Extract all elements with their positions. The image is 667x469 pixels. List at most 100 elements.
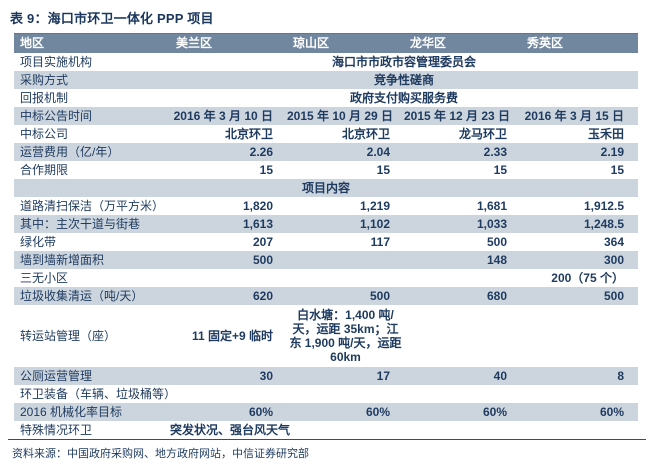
row-label: 运营费用（亿/年） bbox=[20, 145, 120, 159]
cell-value bbox=[170, 269, 287, 287]
table-row: 绿化带 207 117 500 364 bbox=[14, 233, 638, 251]
ppp-project-table: 地区 美兰区 琼山区 龙华区 秀英区 项目实施机构 海口市市政市容管理委员会 采… bbox=[14, 33, 638, 439]
cell-value: 500 bbox=[369, 289, 390, 303]
cell-value: 500 bbox=[252, 253, 273, 267]
column-header-qiongshan: 琼山区 bbox=[287, 33, 404, 53]
cell-value: 60% bbox=[482, 405, 507, 419]
merged-cell-value: 竞争性磋商 bbox=[373, 73, 434, 87]
table-row: 转运站管理（座） 11 固定+9 临时 白水塘：1,400 吨/天，运距 35k… bbox=[14, 305, 638, 367]
cell-value: 8 bbox=[617, 369, 624, 383]
cell-value bbox=[287, 251, 404, 269]
cell-value: 1,820 bbox=[242, 199, 273, 213]
row-label: 墙到墙新增面积 bbox=[20, 253, 105, 267]
cell-value bbox=[404, 269, 521, 287]
cell-value: 2.26 bbox=[249, 145, 273, 159]
cell-value: 2016 年 3 月 15 日 bbox=[524, 109, 624, 123]
cell-value: 2.04 bbox=[366, 145, 390, 159]
row-label: 特殊情况环卫 bbox=[20, 423, 93, 437]
row-label: 环卫装备（车辆、垃圾桶等） bbox=[20, 387, 177, 401]
merged-cell-value: 政府支付购买服务费 bbox=[349, 91, 458, 105]
cell-value bbox=[521, 305, 638, 367]
table-title: 表 9：海口市环卫一体化 PPP 项目 bbox=[10, 11, 214, 26]
row-label: 中标公告时间 bbox=[20, 109, 93, 123]
cell-value-multiline: 白水塘：1,400 吨/天，运距 35km；江东 1,900 吨/天，运距 60… bbox=[289, 308, 402, 364]
cell-value: 40 bbox=[493, 369, 507, 383]
row-label: 三无小区 bbox=[20, 271, 69, 285]
source-note: 资料来源：中国政府采购网、地方政府网站，中信证券研究部 bbox=[8, 439, 646, 461]
table-row: 2016 机械化率目标 60% 60% 60% 60% bbox=[14, 403, 638, 421]
table-row: 特殊情况环卫 突发状况、强台风天气 bbox=[14, 421, 638, 439]
table-header-row: 地区 美兰区 琼山区 龙华区 秀英区 bbox=[14, 33, 638, 53]
cell-value: 玉禾田 bbox=[587, 127, 624, 141]
cell-value: 1,219 bbox=[359, 199, 390, 213]
cell-value bbox=[287, 421, 404, 439]
cell-value: 2.19 bbox=[600, 145, 624, 159]
table-row: 公厕运营管理 30 17 40 8 bbox=[14, 367, 638, 385]
cell-value: 突发状况、强台风天气 bbox=[170, 423, 291, 437]
cell-value: 11 固定+9 临时 bbox=[191, 329, 273, 343]
cell-value: 620 bbox=[252, 289, 273, 303]
table-row: 环卫装备（车辆、垃圾桶等） bbox=[14, 385, 638, 403]
cell-value bbox=[404, 305, 521, 367]
cell-value: 1,912.5 bbox=[583, 199, 624, 213]
cell-value: 2016 年 3 月 10 日 bbox=[173, 109, 273, 123]
column-header-longhua: 龙华区 bbox=[404, 33, 521, 53]
table-row: 中标公告时间 2016 年 3 月 10 日 2015 年 10 月 29 日 … bbox=[14, 107, 638, 125]
row-label: 项目实施机构 bbox=[20, 55, 93, 69]
column-header-xiuying: 秀英区 bbox=[521, 33, 638, 53]
cell-value: 680 bbox=[486, 289, 507, 303]
cell-value: 2015 年 12 月 23 日 bbox=[404, 109, 511, 123]
cell-value bbox=[287, 269, 404, 287]
cell-value bbox=[287, 385, 404, 403]
cell-value: 2015 年 10 月 29 日 bbox=[287, 109, 394, 123]
cell-value: 北京环卫 bbox=[224, 127, 273, 141]
cell-value: 500 bbox=[603, 289, 624, 303]
cell-value: 60% bbox=[248, 405, 273, 419]
column-header-region: 地区 bbox=[14, 33, 170, 53]
cell-value: 龙马环卫 bbox=[458, 127, 507, 141]
row-label: 转运站管理（座） bbox=[20, 329, 117, 343]
table-row: 道路清扫保洁（万平方米） 1,820 1,219 1,681 1,912.5 bbox=[14, 197, 638, 215]
cell-value: 1,613 bbox=[242, 217, 273, 231]
cell-value: 364 bbox=[603, 235, 624, 249]
table-row: 项目实施机构 海口市市政市容管理委员会 bbox=[14, 53, 638, 71]
row-label: 回报机制 bbox=[20, 91, 69, 105]
cell-value: 1,102 bbox=[359, 217, 390, 231]
merged-cell-value: 海口市市政市容管理委员会 bbox=[331, 55, 476, 69]
report-table-page: 表 9：海口市环卫一体化 PPP 项目 地区 美兰区 琼山区 龙华区 秀英区 项… bbox=[0, 8, 667, 469]
table-row: 合作期限 15 15 15 15 bbox=[14, 161, 638, 179]
cell-value: 15 bbox=[610, 163, 624, 177]
row-label: 中标公司 bbox=[20, 127, 69, 141]
section-header-row: 项目内容 bbox=[14, 179, 638, 197]
row-label: 垃圾收集清运（吨/天） bbox=[20, 289, 144, 303]
table-row: 运营费用（亿/年） 2.26 2.04 2.33 2.19 bbox=[14, 143, 638, 161]
row-label: 合作期限 bbox=[20, 163, 69, 177]
table-row: 其中：主次干道与街巷 1,613 1,102 1,033 1,248.5 bbox=[14, 215, 638, 233]
cell-value: 15 bbox=[259, 163, 273, 177]
cell-value: 30 bbox=[259, 369, 273, 383]
table-row: 采购方式 竞争性磋商 bbox=[14, 71, 638, 89]
cell-value: 1,033 bbox=[476, 217, 507, 231]
cell-value: 15 bbox=[376, 163, 390, 177]
cell-value: 207 bbox=[252, 235, 273, 249]
column-header-meilan: 美兰区 bbox=[170, 33, 287, 53]
cell-value: 148 bbox=[486, 253, 507, 267]
table-row: 三无小区 200（75 个） bbox=[14, 269, 638, 287]
row-label: 公厕运营管理 bbox=[20, 369, 93, 383]
row-label: 道路清扫保洁（万平方米） bbox=[20, 199, 165, 213]
table-row: 墙到墙新增面积 500 148 300 bbox=[14, 251, 638, 269]
cell-value: 北京环卫 bbox=[341, 127, 390, 141]
row-label: 采购方式 bbox=[20, 73, 69, 87]
cell-value: 60% bbox=[365, 405, 390, 419]
cell-value bbox=[521, 421, 638, 439]
cell-value: 200（75 个） bbox=[551, 271, 624, 285]
cell-value: 60% bbox=[599, 405, 624, 419]
table-row: 垃圾收集清运（吨/天） 620 500 680 500 bbox=[14, 287, 638, 305]
cell-value: 1,248.5 bbox=[583, 217, 624, 231]
cell-value: 15 bbox=[493, 163, 507, 177]
cell-value: 117 bbox=[370, 235, 390, 249]
cell-value bbox=[521, 385, 638, 403]
cell-value: 500 bbox=[486, 235, 507, 249]
table-row: 回报机制 政府支付购买服务费 bbox=[14, 89, 638, 107]
row-label: 其中：主次干道与街巷 bbox=[20, 217, 141, 231]
